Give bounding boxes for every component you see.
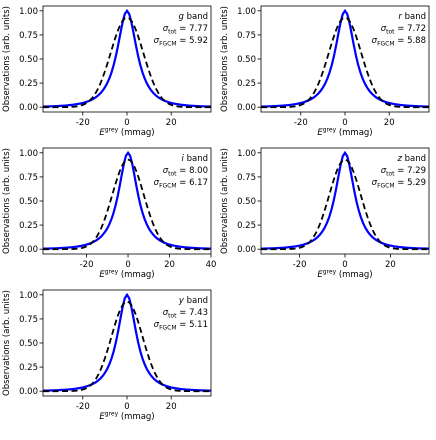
y-tick-label: 0.50 [19,55,38,65]
y-tick-label: 0.25 [19,363,38,373]
y-tick-label: 0.50 [19,197,38,207]
y-tick-label: 0.75 [19,173,38,183]
sigma-fgcm-label: σFGCM = 5.92 [154,36,208,48]
y-axis-label: Observations (arb. units) [220,148,230,254]
y-axis-label: Observations (arb. units) [2,148,12,254]
x-tick-label: 0 [342,260,347,270]
sigma-tot-label: σtot = 7.77 [163,24,208,36]
y-tick-label: 0.25 [19,79,38,89]
band-label: z band [396,154,426,164]
plot-area [261,150,429,251]
sigma-tot-label: σtot = 7.72 [381,24,426,36]
x-axis-label: Egrey (mmag) [99,127,154,139]
observations-line [43,8,211,108]
y-tick-label: 1.00 [19,291,38,301]
y-tick-label: 1.00 [19,7,38,17]
sigma-fgcm-label: σFGCM = 5.29 [372,178,426,190]
band-label: g band [179,12,209,22]
y-tick-label: 1.00 [237,149,256,159]
sigma-tot-label: σtot = 7.29 [381,166,426,178]
y-tick-label: 0.75 [237,31,256,41]
x-tick-label: -20 [293,260,307,270]
x-tick-label: -20 [80,260,94,270]
x-tick-label: 20 [384,118,395,128]
x-tick-label: 20 [166,402,177,412]
observations-line [43,292,211,392]
band-label: r band [398,12,426,22]
y-tick-label: 0.75 [19,31,38,41]
y-tick-label: 1.00 [237,7,256,17]
observations-line [261,8,429,108]
y-tick-label: 0.00 [19,103,38,113]
sigma-fgcm-label: σFGCM = 6.17 [154,178,208,190]
plot-area [43,150,211,251]
y-tick-label: 0.25 [19,221,38,231]
plot-area [43,8,211,109]
x-tick-label: 20 [164,260,175,270]
y-tick-label: 0.50 [19,339,38,349]
y-tick-label: 0.00 [237,245,256,255]
y-axis-label: Observations (arb. units) [220,6,230,112]
subplot-y: -20 0 20 0.00 0.25 0.50 0.75 1.00 Egrey (mmag) Ob… [2,289,212,423]
subplot-g: -20 0 20 0.00 0.25 0.50 0.75 1.00 Egrey (mmag) Ob… [2,5,212,139]
sigma-fgcm-label: σFGCM = 5.88 [372,36,426,48]
x-tick-label: -20 [76,402,90,412]
y-tick-label: 0.00 [237,103,256,113]
x-axis-label: Egrey (mmag) [317,127,372,139]
x-axis-label: Egrey (mmag) [99,269,154,281]
y-tick-label: 0.75 [19,315,38,325]
plot-area [43,292,211,393]
observations-line [261,150,429,250]
plot-area [261,8,429,109]
x-tick-label: 0 [124,402,129,412]
y-tick-label: 1.00 [19,149,38,159]
sigma-tot-label: σtot = 7.43 [163,308,208,320]
y-tick-label: 0.00 [19,245,38,255]
observations-line [43,150,211,250]
x-tick-label: -20 [294,118,308,128]
y-tick-label: 0.75 [237,173,256,183]
y-tick-label: 0.00 [19,387,38,397]
x-tick-label: 0 [342,118,347,128]
x-tick-label: 0 [124,118,129,128]
y-axis-label: Observations (arb. units) [2,290,12,396]
y-tick-label: 0.25 [237,221,256,231]
sigma-fgcm-label: σFGCM = 5.11 [154,320,208,332]
y-axis-label: Observations (arb. units) [2,6,12,112]
x-tick-label: 20 [166,118,177,128]
subplot-r: -20 0 20 0.00 0.25 0.50 0.75 1.00 Egrey (mmag) Ob… [220,5,430,139]
x-tick-label: 20 [385,260,396,270]
y-tick-label: 0.25 [237,79,256,89]
subplot-i: -20 0 20 40 0.00 0.25 0.50 0.75 1.00 Egrey (mmag)… [2,147,217,281]
x-tick-label: 0 [125,260,130,270]
y-tick-label: 0.50 [237,197,256,207]
x-tick-label: -20 [76,118,90,128]
band-label: i band [182,154,208,164]
band-label: y band [178,296,208,306]
x-axis-label: Egrey (mmag) [99,411,154,423]
x-axis-label: Egrey (mmag) [317,269,372,281]
subplot-z: -20 0 20 0.00 0.25 0.50 0.75 1.00 Egrey (mmag) Ob… [220,147,430,281]
sigma-tot-label: σtot = 8.00 [163,166,208,178]
y-tick-label: 0.50 [237,55,256,65]
x-tick-label: 40 [206,260,217,270]
